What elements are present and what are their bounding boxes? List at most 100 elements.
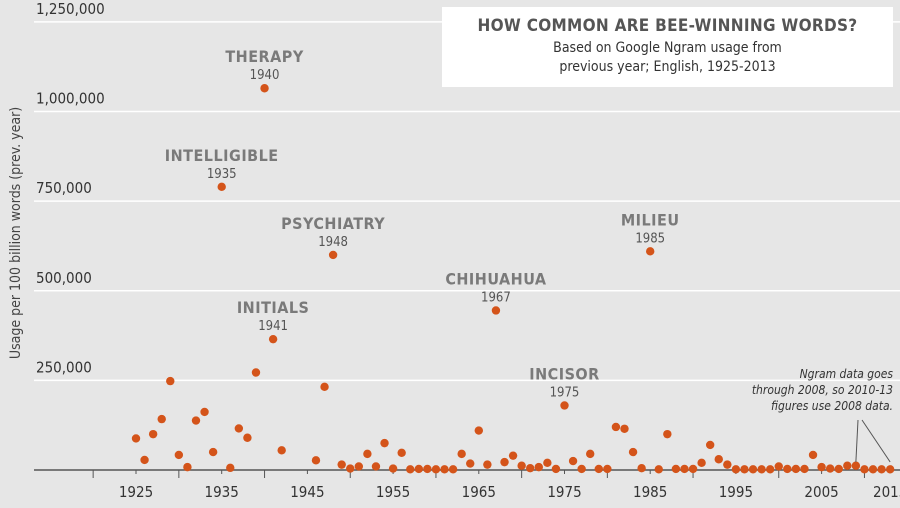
data-point: [131, 434, 141, 443]
data-point: [337, 460, 346, 469]
data-point: [423, 464, 432, 474]
data-point: [448, 465, 458, 474]
data-point: [560, 401, 569, 410]
data-point: [371, 462, 381, 471]
data-point: [388, 464, 398, 473]
y-axis-label: Usage per 100 billion words (prev. year): [8, 107, 24, 359]
data-point: [603, 464, 612, 474]
x-tick-label: 1965: [462, 483, 496, 501]
data-point: [406, 465, 415, 474]
data-point: [191, 416, 201, 425]
data-point: [637, 464, 646, 473]
data-point: [680, 464, 689, 474]
data-point: [654, 465, 663, 474]
data-point: [500, 457, 509, 467]
data-point: [431, 465, 441, 474]
data-point: [346, 464, 355, 473]
data-point: [731, 465, 741, 474]
data-point: [380, 438, 389, 448]
data-point: [354, 462, 364, 471]
x-tick-label: 1935: [205, 483, 239, 501]
x-tick-label: 1985: [633, 483, 667, 501]
data-points: [131, 84, 895, 474]
data-point: [414, 464, 424, 474]
data-point: [243, 433, 252, 442]
x-tick-label: 2013: [873, 483, 900, 501]
data-point: [714, 455, 723, 464]
x-tick-label: 1945: [290, 483, 324, 501]
data-point: [234, 424, 244, 433]
data-point: [586, 449, 595, 459]
data-point: [363, 449, 372, 459]
data-point: [183, 462, 192, 472]
data-point: [543, 458, 552, 468]
data-point: [534, 462, 543, 472]
note-line: Ngram data goes: [800, 367, 894, 381]
note-leader-line: [855, 419, 859, 463]
data-point: [466, 459, 475, 468]
data-point: [568, 456, 578, 466]
data-point: [157, 414, 166, 424]
annotation-word: INITIALS: [237, 298, 310, 317]
chart-subtitle: Based on Google Ngram usage from previou…: [553, 40, 782, 75]
data-point: [885, 465, 895, 474]
data-point: [705, 440, 715, 450]
annotation-year: 1935: [207, 167, 237, 182]
annotation-year: 1975: [550, 385, 580, 400]
data-point: [166, 376, 175, 386]
x-tick-label: 1995: [719, 483, 753, 501]
y-tick-label: 1,250,000: [36, 0, 105, 18]
data-point: [723, 460, 732, 469]
y-tick-label: 500,000: [36, 269, 92, 287]
data-point: [277, 446, 286, 455]
data-point: [740, 465, 749, 474]
data-point: [877, 465, 886, 474]
data-point: [834, 464, 843, 474]
annotation-year: 1985: [635, 231, 665, 246]
x-tick-label: 2005: [804, 483, 838, 501]
data-point: [800, 464, 809, 474]
data-point: [646, 247, 655, 256]
y-axis-ticks: 250,000 500,000 750,000 1,000,000 1,250,000: [36, 0, 105, 376]
data-point: [843, 461, 852, 470]
data-note: Ngram data goes through 2008, so 2010-13 f…: [752, 367, 894, 463]
data-point: [868, 465, 878, 474]
data-point: [697, 458, 706, 468]
data-point: [260, 84, 269, 93]
note-leader-line: [861, 419, 891, 463]
annotation-word: INTELLIGIBLE: [165, 146, 279, 165]
data-point: [208, 447, 218, 457]
annotation-year: 1948: [318, 235, 348, 250]
data-point: [628, 447, 638, 457]
y-tick-label: 250,000: [36, 358, 92, 376]
data-point: [851, 461, 861, 470]
data-point: [577, 464, 586, 474]
data-point: [148, 429, 158, 439]
data-point: [663, 429, 672, 439]
data-point: [526, 464, 535, 473]
data-point: [860, 465, 869, 474]
x-axis: 1925 1935 1945 1955 1965 1975 1985 1995 2005 2013: [34, 469, 900, 501]
y-tick-label: 1,000,000: [36, 90, 105, 108]
data-point: [611, 422, 621, 432]
data-point: [268, 334, 278, 344]
data-point: [397, 448, 406, 457]
note-line: through 2008, so 2010-13: [752, 383, 893, 397]
x-tick-label: 1955: [376, 483, 410, 501]
data-point: [808, 450, 818, 460]
annotation-word: INCISOR: [529, 364, 600, 383]
annotation-year: 1940: [250, 68, 280, 83]
data-point: [200, 407, 209, 417]
data-point: [517, 461, 526, 470]
annotation-word: CHIHUAHUA: [445, 269, 547, 288]
annotation-year: 1941: [258, 319, 288, 334]
data-point: [817, 462, 826, 472]
annotation-word: MILIEU: [621, 210, 680, 229]
data-point: [491, 306, 501, 315]
data-point: [251, 368, 261, 377]
annotations: THERAPY 1940 INTELLIGIBLE 1935 PSYCHIATRY 194…: [165, 47, 680, 400]
data-point: [226, 463, 235, 473]
note-line: figures use 2008 data.: [771, 399, 893, 413]
